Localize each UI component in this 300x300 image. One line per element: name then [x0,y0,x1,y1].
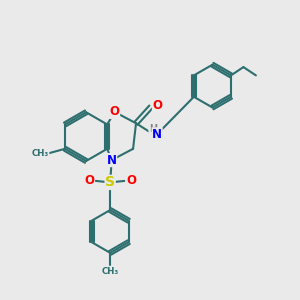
Text: O: O [84,174,94,188]
Text: CH₃: CH₃ [102,267,119,276]
Text: CH₃: CH₃ [32,149,49,158]
Text: O: O [152,99,162,112]
Text: N: N [152,128,162,141]
Text: O: O [110,106,120,118]
Text: O: O [126,174,136,188]
Text: H: H [149,124,157,134]
Text: S: S [105,176,115,189]
Text: N: N [107,154,117,166]
